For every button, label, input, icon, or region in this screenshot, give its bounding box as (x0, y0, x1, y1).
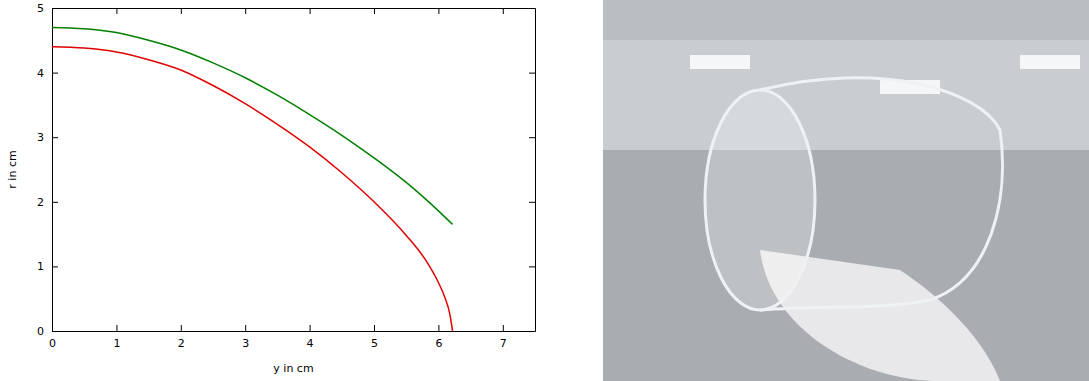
tick: 2 (37, 196, 58, 209)
tick-mark (116, 325, 117, 331)
tick-label: 0 (37, 325, 44, 338)
glass-wall (760, 78, 1002, 310)
ceiling-light (1020, 55, 1080, 69)
tick-mark (310, 8, 311, 14)
tick: 4 (307, 325, 314, 350)
canvas: 0 1 2 3 4 5 6 7 0 1 2 3 4 5 y in cm r in cm (0, 0, 1089, 381)
axis-line (535, 9, 536, 332)
tick-label: 2 (178, 337, 185, 350)
tick-mark (374, 8, 375, 14)
tick-label: 0 (49, 337, 56, 350)
axis: 0 1 2 3 4 5 6 7 (49, 325, 536, 350)
photo-background (603, 0, 1089, 381)
ceiling-light (690, 55, 750, 69)
tick: 5 (371, 325, 378, 350)
tick-mark (52, 331, 58, 332)
tick: 7 (500, 325, 507, 350)
tick: 0 (37, 325, 58, 338)
tick: 2 (178, 325, 185, 350)
tick-label: 2 (37, 196, 44, 209)
tick-mark (52, 137, 58, 138)
tick-mark (438, 325, 439, 331)
tick-mark (503, 325, 504, 331)
tick: 1 (113, 325, 120, 350)
tick (374, 8, 375, 14)
y-axis-title: r in cm (6, 150, 19, 188)
tick-mark (52, 202, 58, 203)
tick-label: 3 (37, 131, 44, 144)
axis (53, 8, 536, 14)
tick-mark (529, 331, 535, 332)
tick (245, 8, 246, 14)
tick (52, 8, 53, 14)
tick (529, 331, 535, 332)
tick-mark (374, 325, 375, 331)
tick (529, 266, 535, 267)
tick: 4 (37, 67, 58, 80)
tick-label: 6 (435, 337, 442, 350)
tick-mark (529, 137, 535, 138)
tick-mark (181, 8, 182, 14)
axis-line (52, 9, 53, 332)
tick-label: 1 (37, 260, 44, 273)
tick-label: 5 (37, 2, 44, 15)
tick-label: 3 (242, 337, 249, 350)
tick-mark (181, 325, 182, 331)
tick (310, 8, 311, 14)
tick (529, 73, 535, 74)
tick-mark (438, 8, 439, 14)
tick-mark (52, 73, 58, 74)
tick: 1 (37, 260, 58, 273)
tick: 6 (435, 325, 442, 350)
tick-mark (245, 325, 246, 331)
axis-line (53, 331, 536, 332)
axis: 0 1 2 3 4 5 (37, 2, 58, 338)
tick-mark (529, 73, 535, 74)
axis (529, 9, 536, 332)
plot-area (52, 27, 453, 331)
photo (603, 0, 1089, 381)
tick-mark (529, 8, 535, 9)
tick-label: 4 (307, 337, 314, 350)
tick (529, 137, 535, 138)
tick (181, 8, 182, 14)
tick: 3 (242, 325, 249, 350)
tick (529, 202, 535, 203)
tick-mark (503, 8, 504, 14)
tick-label: 7 (500, 337, 507, 350)
glass-base (705, 90, 815, 310)
tick-label: 5 (371, 337, 378, 350)
tick-mark (529, 266, 535, 267)
series-line (52, 27, 453, 224)
tick (503, 8, 504, 14)
tick (529, 8, 535, 9)
tick-mark (310, 325, 311, 331)
tick-mark (529, 202, 535, 203)
x-axis-title: y in cm (273, 362, 313, 375)
tick-mark (52, 266, 58, 267)
tick-mark (245, 8, 246, 14)
axis-line (53, 8, 536, 9)
tick-mark (116, 8, 117, 14)
ceiling (603, 0, 1089, 40)
series-line (52, 47, 453, 331)
tick (438, 8, 439, 14)
tick-mark (52, 8, 53, 14)
tick-label: 1 (113, 337, 120, 350)
tick-label: 4 (37, 67, 44, 80)
tick: 3 (37, 131, 58, 144)
tick (116, 8, 117, 14)
lab-furniture (603, 150, 1089, 381)
